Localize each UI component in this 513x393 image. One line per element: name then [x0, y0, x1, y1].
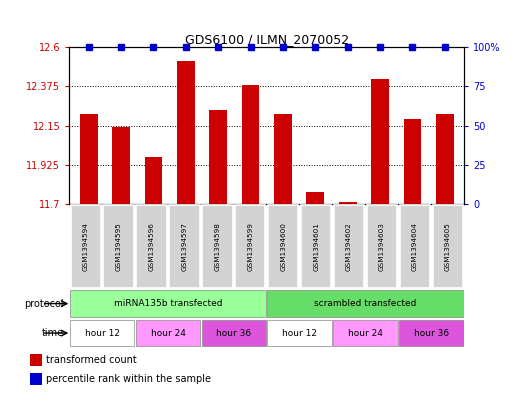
- Text: GSM1394601: GSM1394601: [313, 222, 319, 271]
- Bar: [177, 61, 195, 204]
- Bar: [136, 320, 200, 346]
- Bar: [136, 205, 167, 288]
- Bar: [209, 110, 227, 204]
- Bar: [274, 114, 292, 204]
- Bar: [306, 192, 324, 204]
- Text: scrambled transfected: scrambled transfected: [314, 299, 417, 308]
- Text: time: time: [42, 328, 64, 338]
- Text: GSM1394602: GSM1394602: [346, 222, 352, 271]
- Text: GSM1394595: GSM1394595: [115, 222, 122, 271]
- Bar: [371, 79, 389, 204]
- Text: GSM1394600: GSM1394600: [280, 222, 286, 271]
- Bar: [367, 205, 397, 288]
- Text: GSM1394605: GSM1394605: [445, 222, 451, 271]
- Bar: [334, 205, 364, 288]
- Bar: [112, 127, 130, 204]
- Bar: [202, 205, 232, 288]
- Bar: [267, 320, 332, 346]
- Text: hour 24: hour 24: [348, 329, 383, 338]
- Bar: [30, 373, 42, 385]
- Bar: [70, 290, 266, 317]
- Text: GSM1394597: GSM1394597: [182, 222, 187, 271]
- Text: transformed count: transformed count: [47, 355, 137, 365]
- Bar: [169, 205, 200, 288]
- Text: hour 12: hour 12: [85, 329, 120, 338]
- Text: hour 24: hour 24: [151, 329, 185, 338]
- Text: GSM1394604: GSM1394604: [412, 222, 418, 271]
- Text: protocol: protocol: [25, 299, 64, 309]
- Bar: [104, 205, 134, 288]
- Bar: [339, 202, 357, 204]
- Bar: [400, 205, 430, 288]
- Bar: [301, 205, 331, 288]
- Text: GSM1394603: GSM1394603: [379, 222, 385, 271]
- Bar: [70, 320, 134, 346]
- Bar: [145, 157, 162, 204]
- Text: miRNA135b transfected: miRNA135b transfected: [114, 299, 222, 308]
- Text: hour 36: hour 36: [414, 329, 449, 338]
- Bar: [242, 85, 260, 204]
- Bar: [71, 205, 101, 288]
- Text: percentile rank within the sample: percentile rank within the sample: [47, 374, 211, 384]
- Bar: [268, 205, 299, 288]
- Bar: [202, 320, 266, 346]
- Text: GSM1394596: GSM1394596: [149, 222, 154, 271]
- Bar: [235, 205, 265, 288]
- Bar: [432, 205, 463, 288]
- Text: GSM1394594: GSM1394594: [83, 222, 89, 271]
- Title: GDS6100 / ILMN_2070052: GDS6100 / ILMN_2070052: [185, 33, 349, 46]
- Text: hour 36: hour 36: [216, 329, 251, 338]
- Bar: [267, 290, 464, 317]
- Bar: [30, 354, 42, 366]
- Bar: [436, 114, 453, 204]
- Bar: [333, 320, 398, 346]
- Bar: [404, 119, 421, 204]
- Text: GSM1394598: GSM1394598: [214, 222, 221, 271]
- Bar: [399, 320, 464, 346]
- Text: hour 12: hour 12: [282, 329, 317, 338]
- Bar: [80, 114, 97, 204]
- Text: GSM1394599: GSM1394599: [247, 222, 253, 271]
